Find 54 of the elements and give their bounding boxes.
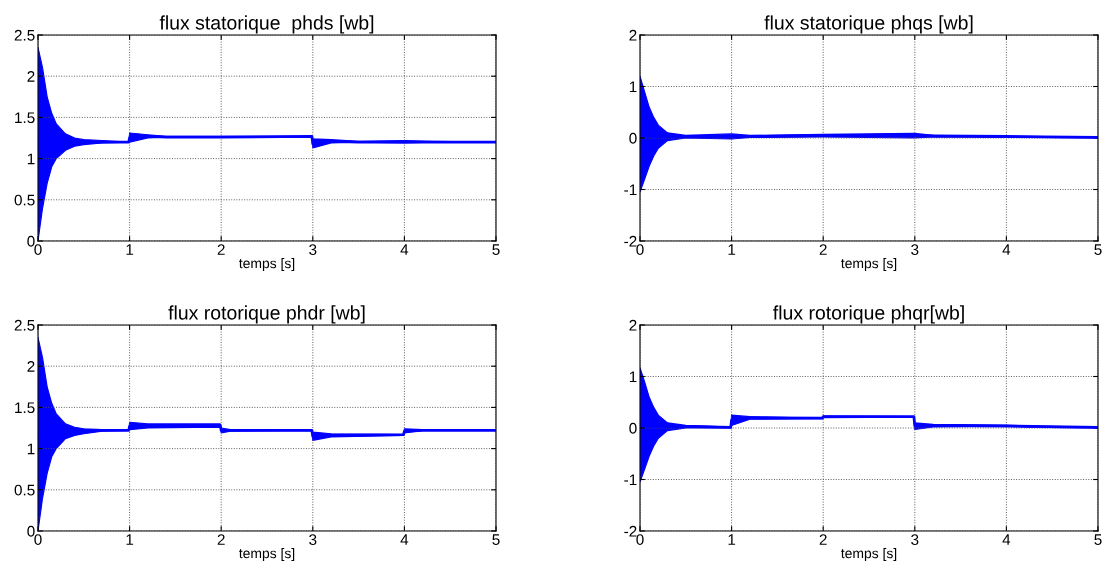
x-tick-label: 4: [1002, 244, 1011, 255]
y-tick-label: 0: [629, 422, 637, 434]
y-tick-label: 2.5: [14, 29, 35, 41]
x-tick-label: 5: [1094, 534, 1102, 545]
y-tick-label: 0: [629, 132, 637, 144]
x-tick-label: 1: [126, 244, 134, 255]
x-tick-label: 0: [636, 534, 644, 545]
x-axis-title: temps [s]: [841, 548, 897, 561]
y-tick-label: 2: [629, 29, 637, 41]
y-tick-label: 1: [27, 443, 35, 455]
x-tick-label: 5: [492, 244, 500, 255]
y-tick-label: 0.5: [14, 194, 35, 206]
y-tick-label: -2: [624, 525, 637, 537]
x-tick-label: 0: [34, 244, 42, 255]
y-tick-label: 1: [27, 153, 35, 165]
x-tick-label: 2: [217, 534, 225, 545]
chart-title: flux rotorique phqr[wb]: [773, 305, 964, 324]
x-axis-title: temps [s]: [239, 548, 295, 561]
y-tick-label: 1.5: [15, 112, 35, 124]
x-tick-label: 1: [728, 244, 736, 255]
y-tick-label: 1: [629, 371, 637, 383]
x-tick-label: 5: [1094, 244, 1102, 255]
y-tick-label: 1.5: [15, 402, 35, 414]
x-axis-title: temps [s]: [841, 258, 897, 271]
x-axis-title: temps [s]: [239, 258, 295, 271]
chart-title: flux statorique phds [wb]: [159, 15, 374, 34]
x-tick-label: 4: [400, 534, 409, 545]
y-tick-label: -1: [624, 474, 637, 486]
x-tick-label: 3: [309, 534, 317, 545]
x-tick-label: 3: [309, 244, 317, 255]
x-tick-label: 2: [217, 244, 225, 255]
y-tick-label: 2: [27, 71, 35, 82]
y-tick-label: 0: [27, 235, 35, 247]
y-tick-label: 2.5: [14, 319, 35, 331]
y-tick-label: 0: [27, 525, 35, 537]
y-tick-label: -2: [624, 235, 637, 247]
chart-title: flux rotorique phdr [wb]: [168, 305, 365, 324]
x-tick-label: 2: [819, 534, 827, 545]
y-tick-label: 2: [27, 361, 35, 372]
x-tick-label: 1: [728, 534, 736, 545]
x-tick-label: 4: [1002, 534, 1011, 545]
y-tick-label: -1: [624, 184, 637, 196]
x-tick-label: 0: [636, 244, 644, 255]
y-tick-label: 1: [629, 81, 637, 93]
x-tick-label: 3: [911, 534, 919, 545]
x-tick-label: 2: [819, 244, 827, 255]
x-tick-label: 1: [126, 534, 134, 545]
chart-title: flux statorique phqs [wb]: [764, 15, 973, 34]
x-tick-label: 0: [34, 534, 42, 545]
x-tick-label: 5: [492, 534, 500, 545]
y-tick-label: 0.5: [14, 484, 35, 496]
x-tick-label: 4: [400, 244, 409, 255]
y-tick-label: 2: [629, 319, 637, 331]
x-tick-label: 3: [911, 244, 919, 255]
